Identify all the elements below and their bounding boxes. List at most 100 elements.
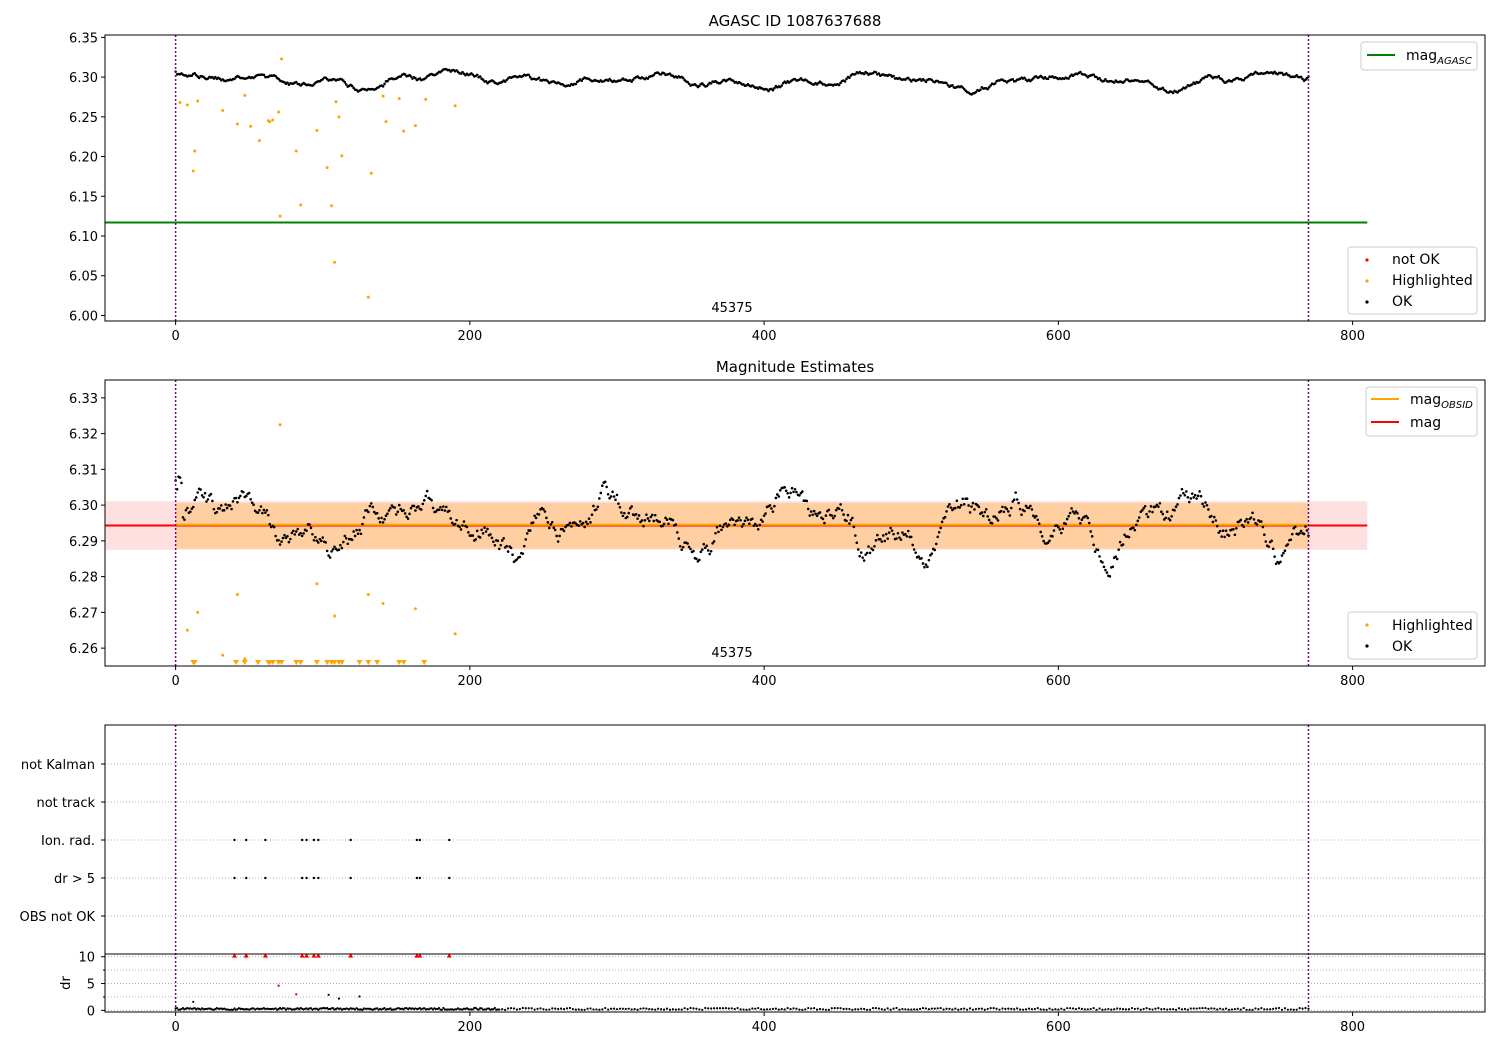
- ok-point: [403, 512, 407, 515]
- highlighted-point: [178, 101, 182, 105]
- ok-point: [1170, 515, 1173, 518]
- ok-point: [1137, 516, 1141, 519]
- ok-point: [1065, 517, 1069, 521]
- dr-point: [498, 1008, 501, 1011]
- dr-point: [657, 1007, 660, 1010]
- ok-point: [906, 76, 910, 80]
- ok-point: [214, 75, 217, 79]
- ok-point: [314, 535, 317, 539]
- ok-point: [770, 507, 773, 510]
- dr-point: [1004, 1007, 1007, 1010]
- legend2-highlighted-label: Highlighted: [1392, 618, 1473, 634]
- ok-point: [1202, 505, 1206, 508]
- dr-point: [423, 1007, 426, 1010]
- agasc-panel-title: AGASC ID 1087637688: [709, 12, 882, 30]
- ok-point: [677, 537, 681, 540]
- dr-point: [913, 1008, 916, 1011]
- ok-point: [1102, 565, 1106, 569]
- legend-mag-obsid-label: magOBSID: [1410, 392, 1473, 411]
- legend-highlighted-marker: [1365, 279, 1369, 283]
- ok-point: [805, 499, 809, 503]
- dr-point: [1074, 1007, 1078, 1011]
- ok-point: [923, 565, 926, 569]
- dr-point: [383, 1007, 386, 1010]
- ok-point: [598, 497, 601, 500]
- highlighted-point: [221, 653, 225, 657]
- ok-point: [692, 549, 695, 553]
- ok-point: [189, 510, 192, 514]
- dr-point: [283, 1007, 286, 1010]
- ok-point: [906, 529, 910, 533]
- dr-point: [524, 1007, 527, 1010]
- dr-point: [389, 1007, 392, 1010]
- highlighted-point: [397, 97, 401, 101]
- ok-point: [247, 491, 251, 495]
- ok-point: [848, 76, 851, 80]
- agasc-xtick-label: 200: [457, 329, 482, 344]
- dr-point: [1227, 1008, 1231, 1011]
- ok-point: [1176, 91, 1179, 94]
- ok-point: [708, 552, 711, 556]
- dr-point: [710, 1007, 713, 1010]
- ok-point: [528, 75, 532, 79]
- dr-clipped-marker: [315, 953, 321, 958]
- ok-point: [845, 77, 848, 81]
- flag-point: [448, 838, 451, 842]
- ok-point: [861, 556, 864, 559]
- ok-point: [883, 539, 887, 543]
- ok-point: [287, 540, 291, 544]
- ok-point: [425, 489, 429, 493]
- ok-point: [1260, 520, 1263, 523]
- highlighted-point: [277, 110, 281, 114]
- ok-point: [1196, 494, 1200, 498]
- dr-point: [574, 1008, 577, 1011]
- ok-point: [1092, 73, 1095, 76]
- ok-point: [867, 545, 870, 548]
- ok-point: [824, 514, 828, 517]
- flag-point: [264, 838, 267, 842]
- dr-point: [1071, 1007, 1075, 1010]
- agasc-frame: [104, 34, 1486, 322]
- dr-point: [845, 1007, 848, 1010]
- ok-point: [350, 84, 354, 88]
- flag-label: Ion. rad.: [41, 834, 95, 849]
- ok-point: [1179, 494, 1182, 497]
- ok-point: [556, 540, 560, 543]
- dr-tick-label: 10: [78, 951, 95, 966]
- dr-point: [1272, 1007, 1275, 1010]
- ok-point: [1048, 539, 1051, 543]
- ok-point: [1289, 538, 1293, 542]
- dr-point: [1042, 1008, 1045, 1011]
- ok-point: [703, 546, 707, 550]
- dr-tick-label: 0: [87, 1004, 95, 1019]
- ok-point: [987, 518, 991, 522]
- ok-point: [499, 543, 503, 547]
- dr-point: [671, 1008, 674, 1011]
- ok-point: [1145, 512, 1148, 516]
- magnitude-ytick-label: 6.29: [69, 535, 98, 550]
- ok-point: [290, 531, 294, 535]
- dr-point: [1119, 1007, 1122, 1010]
- ok-point: [1239, 518, 1243, 522]
- dr-point: [627, 1007, 630, 1010]
- ok-point: [1176, 503, 1179, 506]
- ok-point: [874, 70, 878, 74]
- ok-point: [1067, 77, 1070, 80]
- dr-point: [960, 1007, 963, 1011]
- clipped-low-marker: [421, 660, 428, 665]
- ok-point: [612, 495, 616, 498]
- dr-point: [971, 1008, 975, 1011]
- dr-point: [376, 1007, 379, 1010]
- ok-point: [643, 519, 647, 522]
- dr-point: [175, 1006, 179, 1010]
- ok-point: [197, 76, 201, 80]
- ok-point: [1074, 510, 1078, 513]
- ok-point: [386, 79, 389, 83]
- ok-point: [1167, 517, 1170, 520]
- clipped-low-marker: [400, 660, 407, 665]
- dr-point: [1063, 1008, 1066, 1011]
- ok-point: [661, 524, 664, 528]
- ok-point: [712, 540, 716, 543]
- ok-point: [609, 495, 613, 498]
- ok-point: [352, 86, 355, 90]
